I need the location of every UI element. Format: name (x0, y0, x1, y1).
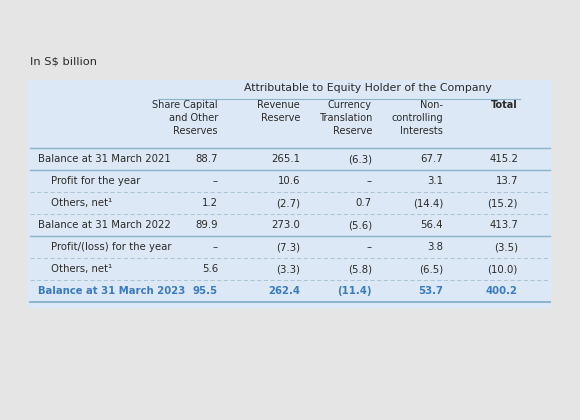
Text: 415.2: 415.2 (489, 154, 518, 164)
Text: Revenue
Reserve: Revenue Reserve (258, 100, 300, 123)
FancyBboxPatch shape (28, 80, 552, 308)
Text: (14.4): (14.4) (412, 198, 443, 208)
Text: Profit for the year: Profit for the year (38, 176, 140, 186)
Text: (6.5): (6.5) (419, 264, 443, 274)
Text: Profit/(loss) for the year: Profit/(loss) for the year (38, 242, 172, 252)
Text: –: – (367, 242, 372, 252)
Text: (10.0): (10.0) (488, 264, 518, 274)
Text: 0.7: 0.7 (356, 198, 372, 208)
Text: Others, net¹: Others, net¹ (38, 198, 113, 208)
Text: 88.7: 88.7 (195, 154, 218, 164)
Text: Currency
Translation
Reserve: Currency Translation Reserve (318, 100, 372, 136)
Text: (7.3): (7.3) (276, 242, 300, 252)
Text: 56.4: 56.4 (420, 220, 443, 230)
Text: 3.8: 3.8 (427, 242, 443, 252)
Text: Share Capital
and Other
Reserves: Share Capital and Other Reserves (153, 100, 218, 136)
Text: Others, net¹: Others, net¹ (38, 264, 113, 274)
Text: (5.6): (5.6) (348, 220, 372, 230)
Text: 273.0: 273.0 (271, 220, 300, 230)
Text: 53.7: 53.7 (418, 286, 443, 296)
Text: –: – (213, 242, 218, 252)
Text: 89.9: 89.9 (195, 220, 218, 230)
Text: Total: Total (491, 100, 518, 110)
Text: (15.2): (15.2) (488, 198, 518, 208)
Text: (3.5): (3.5) (494, 242, 518, 252)
Text: (6.3): (6.3) (348, 154, 372, 164)
Text: 262.4: 262.4 (268, 286, 300, 296)
Text: 400.2: 400.2 (486, 286, 518, 296)
Text: (11.4): (11.4) (338, 286, 372, 296)
Text: Non-
controlling
Interests: Non- controlling Interests (392, 100, 443, 136)
Text: Balance at 31 March 2023: Balance at 31 March 2023 (38, 286, 185, 296)
Text: Attributable to Equity Holder of the Company: Attributable to Equity Holder of the Com… (244, 83, 492, 93)
Text: (2.7): (2.7) (276, 198, 300, 208)
Text: 265.1: 265.1 (271, 154, 300, 164)
Text: 3.1: 3.1 (427, 176, 443, 186)
Text: 67.7: 67.7 (420, 154, 443, 164)
Text: (5.8): (5.8) (348, 264, 372, 274)
Text: –: – (367, 176, 372, 186)
Text: 10.6: 10.6 (277, 176, 300, 186)
Text: 13.7: 13.7 (495, 176, 518, 186)
Text: In S$ billion: In S$ billion (30, 56, 97, 66)
Text: 5.6: 5.6 (202, 264, 218, 274)
Text: –: – (213, 176, 218, 186)
Text: Balance at 31 March 2021: Balance at 31 March 2021 (38, 154, 171, 164)
Text: (3.3): (3.3) (276, 264, 300, 274)
Text: 1.2: 1.2 (202, 198, 218, 208)
Text: Balance at 31 March 2022: Balance at 31 March 2022 (38, 220, 171, 230)
Text: 95.5: 95.5 (193, 286, 218, 296)
Text: 413.7: 413.7 (489, 220, 518, 230)
